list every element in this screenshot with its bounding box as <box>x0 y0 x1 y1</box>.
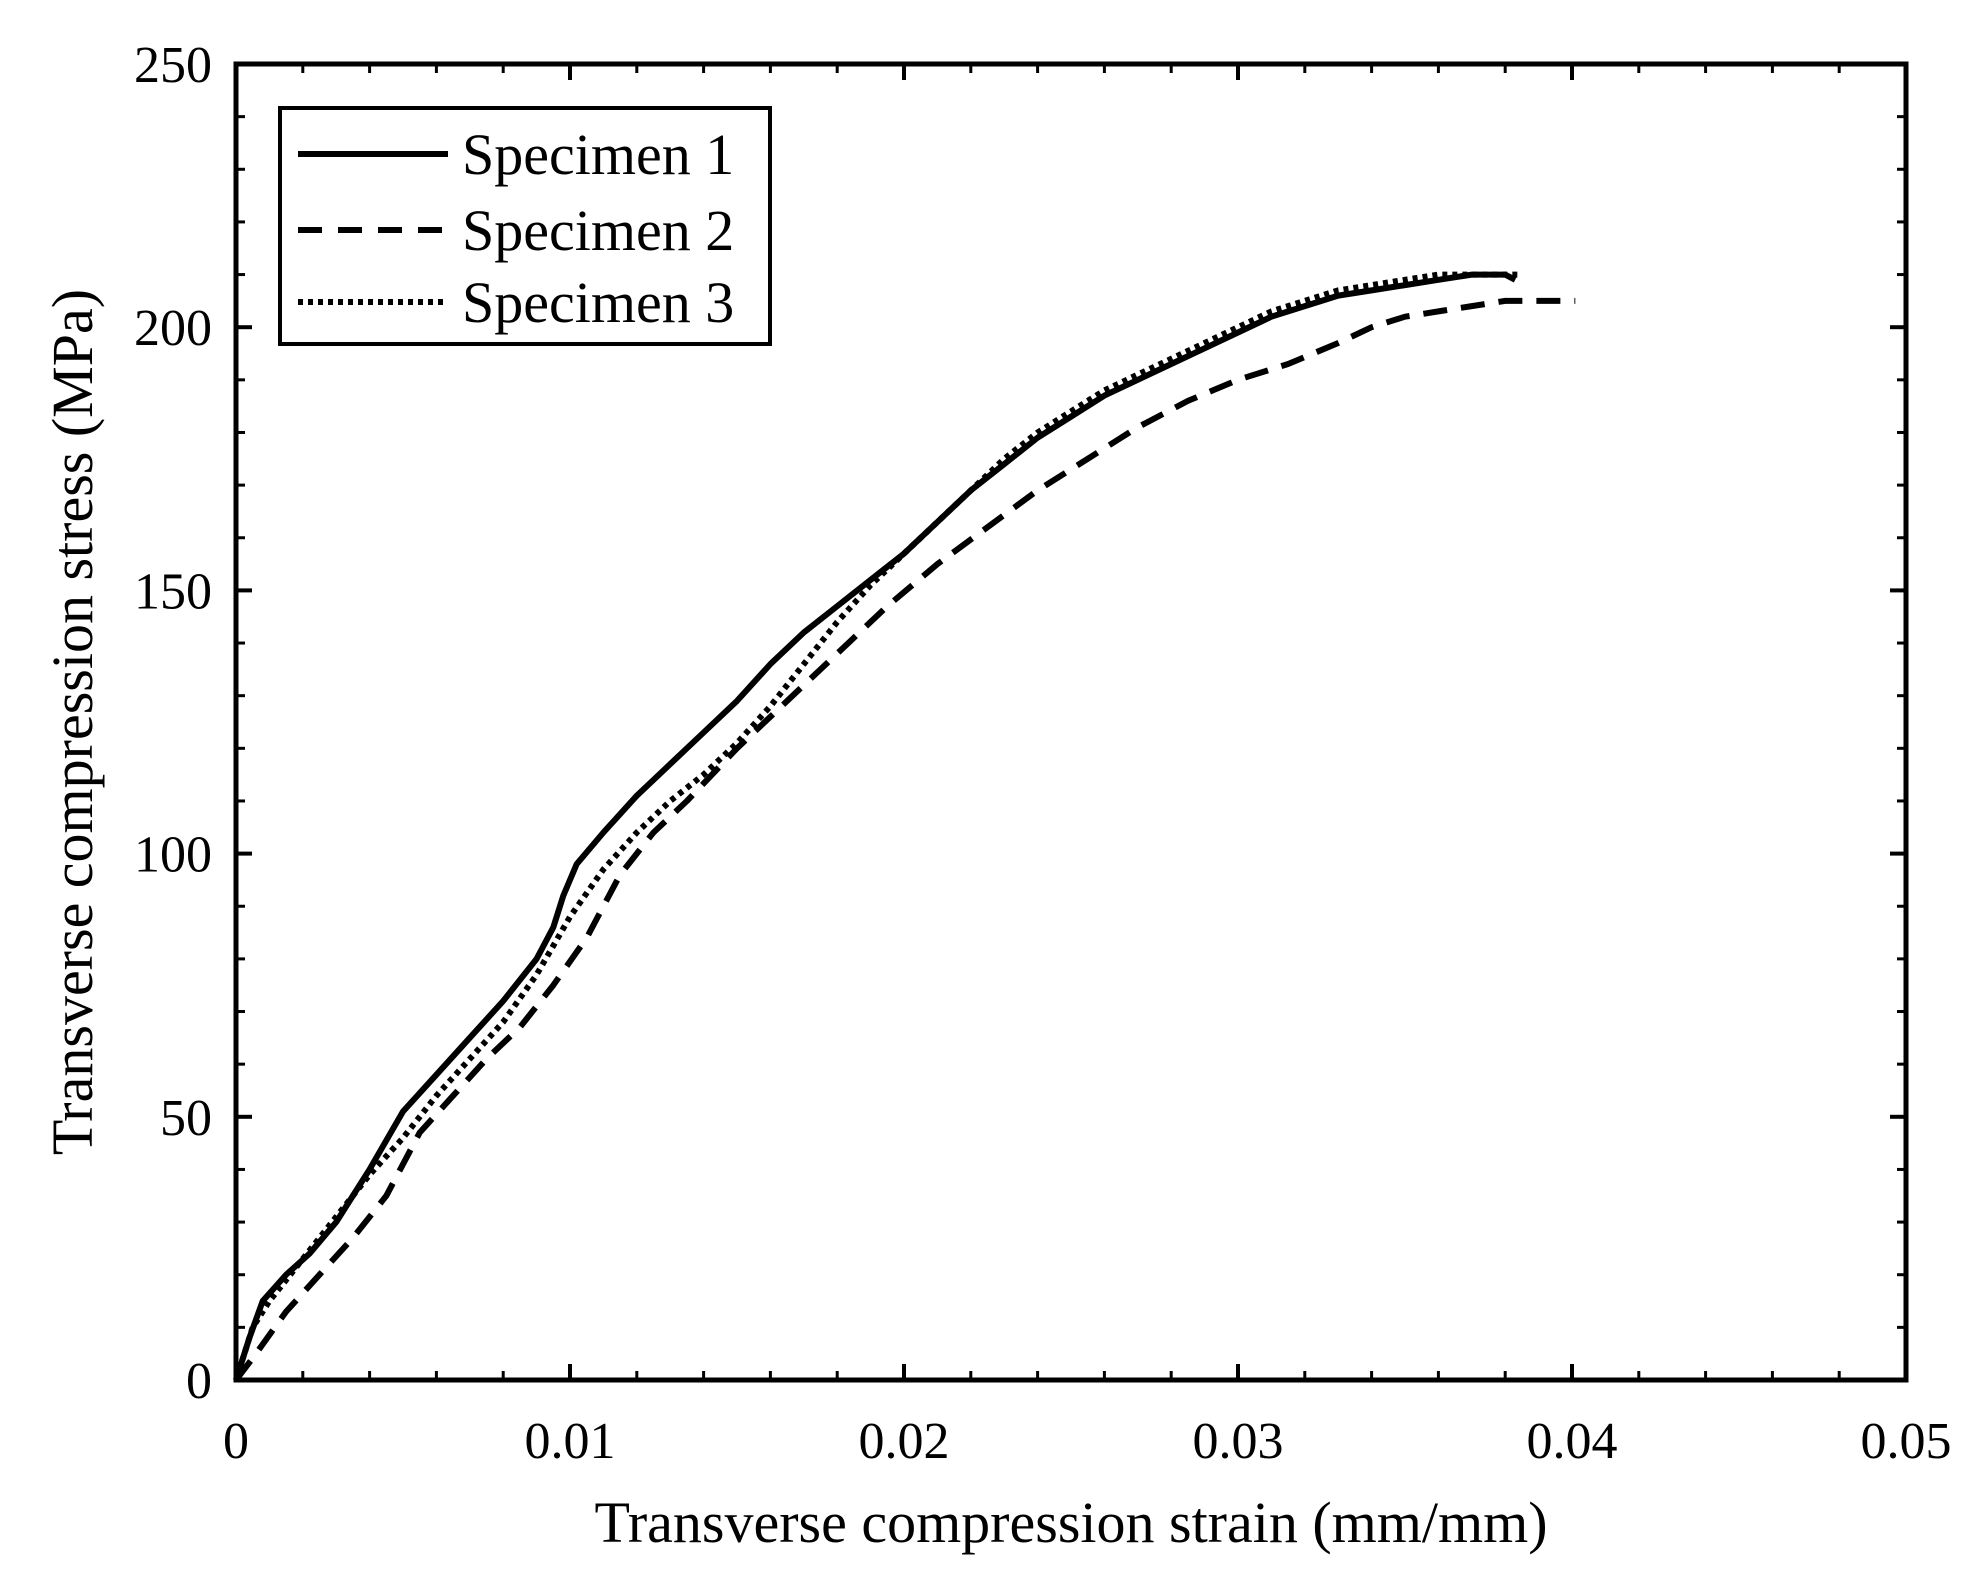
x-axis-label: Transverse compression strain (mm/mm) <box>594 1490 1547 1555</box>
y-axis-label: Transverse compression stress (MPa) <box>40 289 105 1155</box>
x-tick-label: 0 <box>223 1413 249 1470</box>
x-tick-labels: 0 0.01 0.02 0.03 0.04 0.05 <box>223 1413 1952 1470</box>
y-tick-label: 100 <box>134 827 212 884</box>
plot-frame <box>233 61 1909 1383</box>
series-layer <box>233 271 1576 1382</box>
x-tick-label: 0.01 <box>525 1413 616 1470</box>
x-tick-label: 0.02 <box>859 1413 950 1470</box>
series-line-specimen-3 <box>233 271 1522 1381</box>
legend-label-specimen-1: Specimen 1 <box>462 122 734 187</box>
y-tick-label: 150 <box>134 563 212 620</box>
y-tick-label: 0 <box>186 1353 212 1410</box>
y-tick-label: 250 <box>134 37 212 94</box>
y-tick-labels: 0 50 100 150 200 250 <box>134 37 212 1410</box>
x-tick-label: 0.05 <box>1861 1413 1952 1470</box>
y-tick-label: 200 <box>134 300 212 357</box>
legend: Specimen 1 Specimen 2 Specimen 3 <box>278 106 772 346</box>
y-tick-label: 50 <box>160 1090 212 1147</box>
x-tick-label: 0.03 <box>1193 1413 1284 1470</box>
legend-label-specimen-2: Specimen 2 <box>462 198 734 263</box>
series-line-specimen-2 <box>233 297 1576 1382</box>
x-tick-label: 0.04 <box>1527 1413 1618 1470</box>
series-line-specimen-1 <box>233 271 1517 1381</box>
legend-label-specimen-3: Specimen 3 <box>462 270 734 335</box>
